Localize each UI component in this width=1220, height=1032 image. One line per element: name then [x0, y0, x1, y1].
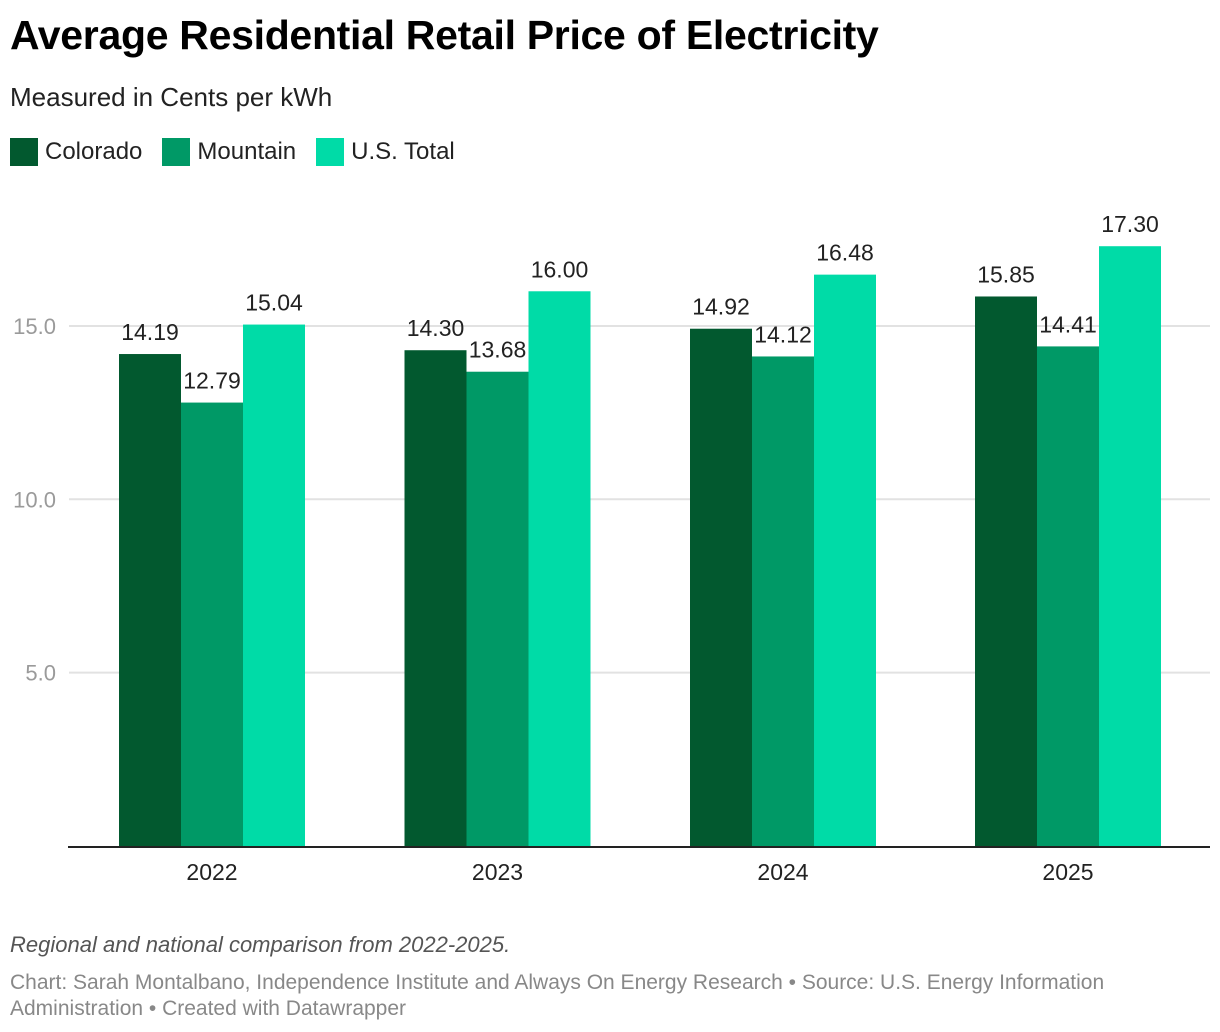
legend-label: Mountain — [197, 138, 297, 165]
bar-u-s-total-2022 — [243, 324, 305, 846]
legend: Colorado Mountain U.S. Total — [10, 138, 455, 166]
bar-colorado-2024 — [690, 328, 752, 846]
chart-notes: Regional and national comparison from 20… — [10, 932, 511, 957]
data-label: 14.92 — [692, 294, 750, 320]
legend-swatch — [316, 138, 345, 166]
bar-u-s-total-2025 — [1099, 246, 1161, 847]
bar-colorado-2023 — [404, 350, 467, 846]
y-tick-label: 10.0 — [13, 487, 56, 512]
data-label: 14.41 — [1039, 311, 1097, 337]
x-tick-label: 2024 — [757, 859, 808, 885]
data-label: 15.04 — [245, 290, 303, 316]
bar-mountain-2025 — [1037, 346, 1099, 846]
legend-swatch — [10, 138, 38, 166]
data-label: 17.30 — [1101, 211, 1159, 237]
x-tick-label: 2025 — [1042, 859, 1093, 885]
bar-u-s-total-2024 — [814, 274, 876, 846]
data-label: 12.79 — [183, 368, 241, 394]
legend-item-colorado: Colorado — [10, 138, 142, 166]
bar-mountain-2024 — [752, 356, 814, 846]
bar-u-s-total-2023 — [528, 291, 591, 846]
legend-item-mountain: Mountain — [162, 138, 296, 166]
data-label: 14.19 — [121, 319, 179, 345]
x-tick-label: 2023 — [472, 859, 523, 885]
x-tick-label: 2022 — [186, 859, 237, 885]
chart-subtitle: Measured in Cents per kWh — [10, 82, 333, 112]
bar-colorado-2025 — [975, 296, 1037, 847]
legend-label: Colorado — [45, 138, 143, 165]
bar-mountain-2022 — [181, 402, 243, 846]
chart-byline: Chart: Sarah Montalbano, Independence In… — [10, 971, 1105, 1020]
legend-item-us-total: U.S. Total — [316, 138, 455, 166]
data-label: 14.30 — [407, 315, 465, 341]
data-label: 14.12 — [754, 321, 812, 347]
chart-title: Average Residential Retail Price of Elec… — [10, 12, 879, 58]
y-tick-label: 5.0 — [25, 661, 56, 686]
y-tick-label: 15.0 — [13, 314, 56, 339]
data-label: 15.85 — [977, 261, 1035, 287]
data-label: 16.48 — [816, 240, 874, 266]
legend-label: U.S. Total — [351, 138, 455, 165]
data-label: 13.68 — [469, 337, 527, 363]
bar-colorado-2022 — [119, 354, 181, 846]
legend-swatch — [162, 138, 191, 166]
data-label: 16.00 — [531, 256, 589, 282]
bar-mountain-2023 — [466, 371, 529, 846]
